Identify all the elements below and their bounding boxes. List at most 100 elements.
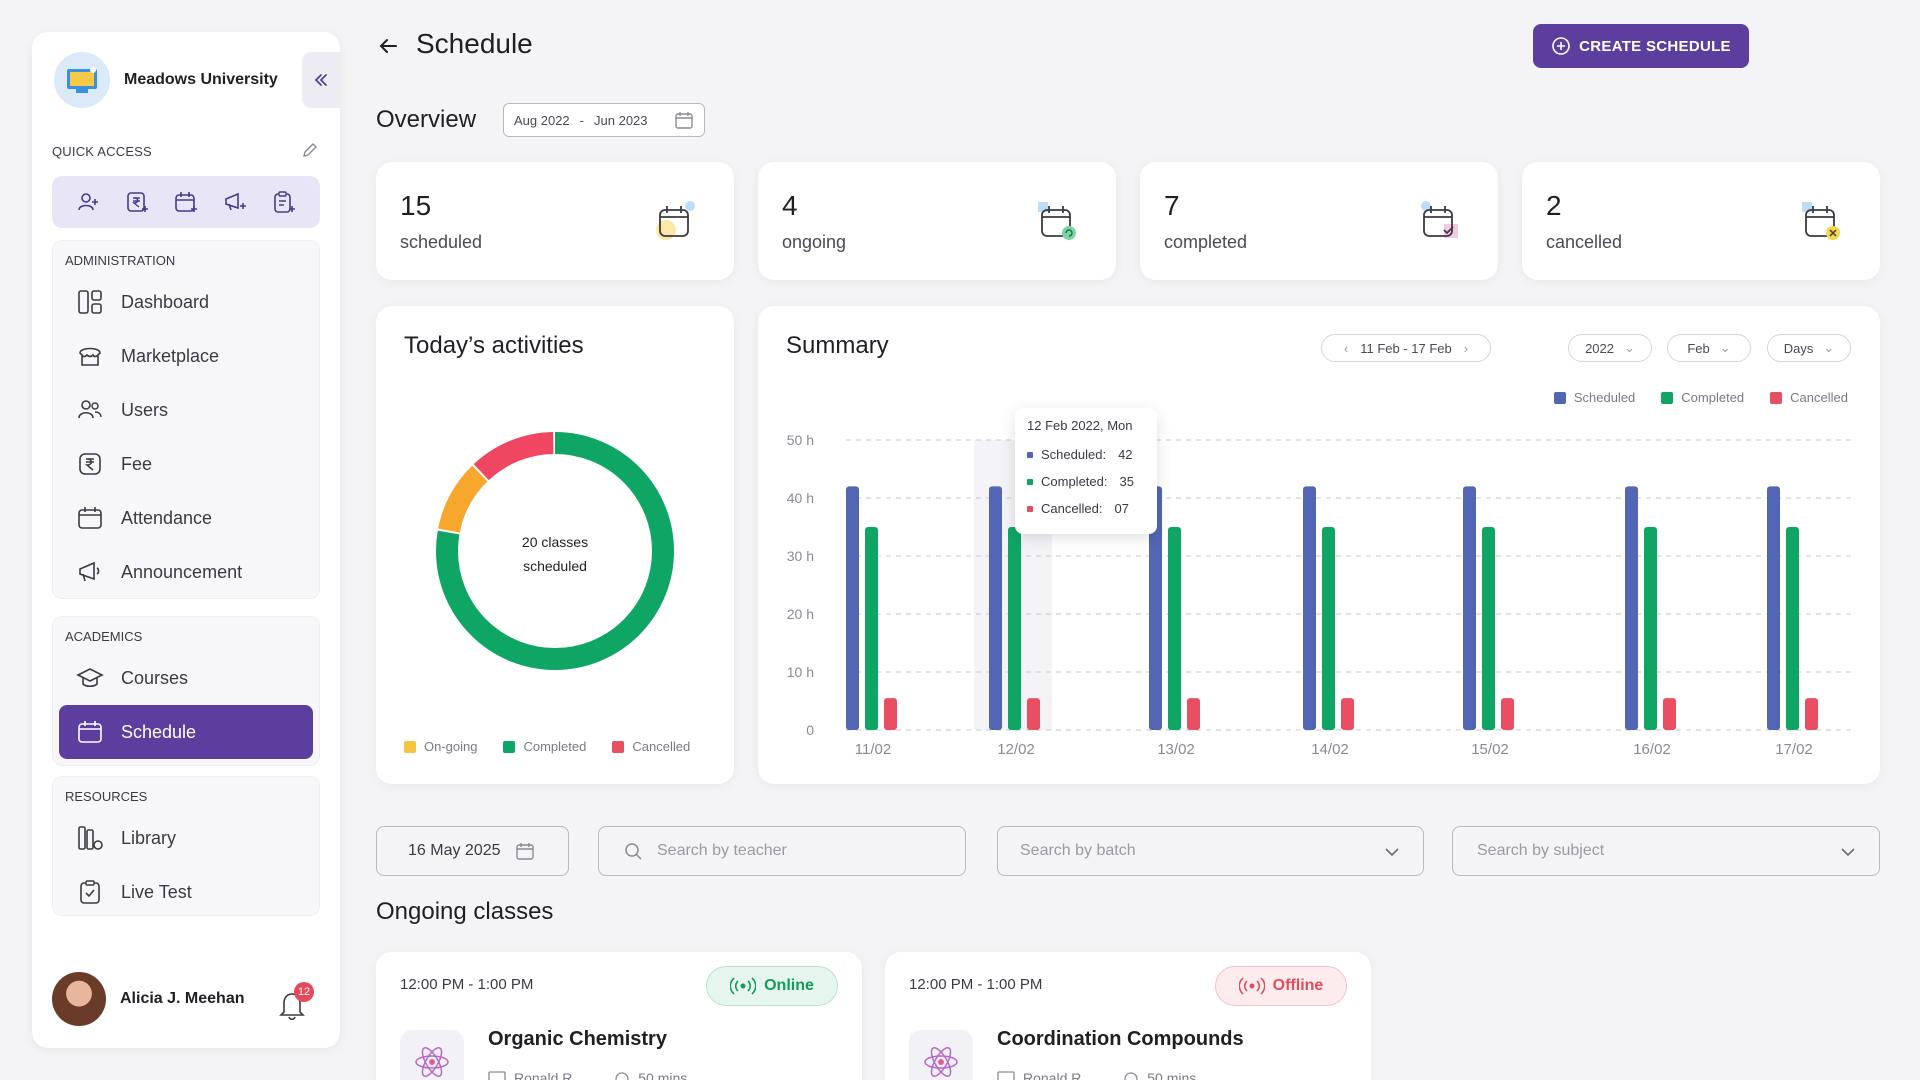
x-tick-label: 16/02 (1633, 741, 1671, 758)
calendar-add-icon[interactable] (173, 189, 199, 215)
collapse-sidebar-button[interactable] (302, 52, 340, 108)
chevron-left-icon[interactable]: ‹ (1343, 340, 1349, 356)
sidebar-item-courses[interactable]: Courses (59, 651, 313, 705)
page-header: Schedule CREATE SCHEDULE (376, 24, 1752, 72)
user-name: Alicia J. Meehan (120, 990, 245, 1007)
tooltip-label: Scheduled: (1041, 447, 1107, 462)
schedule-icon (75, 717, 105, 747)
quick-access-bar (52, 176, 320, 228)
brand[interactable]: Meadows University (54, 52, 278, 108)
bar-scheduled[interactable] (989, 486, 1002, 730)
chevron-down-icon: ⌄ (1823, 340, 1835, 355)
class-meta: Ronald R. 50 mins (488, 1070, 687, 1080)
overview-title: Overview (376, 106, 477, 133)
brand-name: Meadows University (124, 71, 278, 88)
fee-icon[interactable] (124, 189, 150, 215)
activities-legend: On-going Completed Cancelled (404, 739, 690, 754)
view-select[interactable]: Days ⌄ (1767, 334, 1851, 362)
user-profile[interactable]: Alicia J. Meehan 12 (52, 970, 322, 1028)
date-to: Jun 2023 (594, 112, 648, 128)
live-test-icon (75, 877, 105, 907)
sidebar-item-live-test[interactable]: Live Test (59, 865, 313, 919)
activities-donut-chart[interactable] (434, 430, 676, 672)
sidebar-item-attendance[interactable]: Attendance (59, 491, 313, 545)
week-range-selector[interactable]: ‹ 11 Feb - 17 Feb › (1321, 334, 1491, 362)
stat-card-ongoing[interactable]: 4 ongoing (758, 162, 1116, 280)
status-label: Online (764, 977, 814, 994)
y-tick-label: 10 h (787, 664, 814, 680)
sidebar: Meadows University QUICK ACCESS ADMINIST… (32, 32, 340, 1048)
bar-completed[interactable] (865, 527, 878, 730)
chevron-right-icon[interactable]: › (1463, 340, 1469, 356)
bar-scheduled[interactable] (1463, 486, 1476, 730)
y-tick-label: 30 h (787, 548, 814, 564)
class-card[interactable]: 12:00 PM - 1:00 PM Offline Coordination … (885, 952, 1371, 1080)
sidebar-item-dashboard[interactable]: Dashboard (59, 275, 313, 329)
timer-icon (615, 1072, 629, 1080)
bar-cancelled[interactable] (884, 698, 897, 730)
bar-scheduled[interactable] (1767, 486, 1780, 730)
atom-icon (909, 1030, 973, 1080)
bar-completed[interactable] (1322, 527, 1335, 730)
notification-button[interactable]: 12 (278, 982, 314, 1021)
legend-label: Cancelled (1790, 390, 1848, 405)
bar-completed[interactable] (1482, 527, 1495, 730)
class-time: 12:00 PM - 1:00 PM (400, 976, 534, 993)
bar-cancelled[interactable] (1027, 698, 1040, 730)
class-card[interactable]: 12:00 PM - 1:00 PM Online Organic Chemis… (376, 952, 862, 1080)
stat-card-cancelled[interactable]: 2 cancelled (1522, 162, 1880, 280)
sidebar-item-announcement[interactable]: Announcement (59, 545, 313, 599)
stat-label: completed (1164, 232, 1248, 252)
bar-completed[interactable] (1786, 527, 1799, 730)
nav-group-title: ADMINISTRATION (65, 253, 176, 268)
teacher-icon (997, 1071, 1015, 1080)
bar-scheduled[interactable] (1303, 486, 1316, 730)
notification-badge: 12 (294, 982, 314, 1002)
class-time: 12:00 PM - 1:00 PM (909, 976, 1043, 993)
donut-segment-completed[interactable] (436, 432, 674, 670)
tooltip-row-completed: Completed: 35 (1027, 468, 1145, 495)
stat-card-completed[interactable]: 7 completed (1140, 162, 1498, 280)
sidebar-item-label: Library (121, 827, 177, 848)
date-range-picker[interactable]: Aug 2022 - Jun 2023 (503, 103, 705, 137)
bar-cancelled[interactable] (1501, 698, 1514, 730)
date-picker[interactable]: 16 May 2025 (376, 826, 569, 876)
bar-scheduled[interactable] (846, 486, 859, 730)
clipboard-add-icon[interactable] (271, 189, 297, 215)
bar-cancelled[interactable] (1187, 698, 1200, 730)
bar-scheduled[interactable] (1149, 486, 1162, 730)
add-user-icon[interactable] (75, 189, 101, 215)
bar-scheduled[interactable] (1625, 486, 1638, 730)
sidebar-item-users[interactable]: Users (59, 383, 313, 437)
date-from: Aug 2022 (514, 112, 570, 128)
stat-card-scheduled[interactable]: 15 scheduled (376, 162, 734, 280)
double-chevron-left-icon (314, 74, 327, 86)
announcement-add-icon[interactable] (222, 189, 248, 215)
tooltip-row-cancelled: Cancelled: 07 (1027, 495, 1145, 522)
sidebar-item-fee[interactable]: Fee (59, 437, 313, 491)
bar-cancelled[interactable] (1663, 698, 1676, 730)
month-select[interactable]: Feb ⌄ (1667, 334, 1751, 362)
bar-cancelled[interactable] (1805, 698, 1818, 730)
bar-completed[interactable] (1644, 527, 1657, 730)
teacher-name: Ronald R. (514, 1070, 577, 1080)
bar-completed[interactable] (1168, 527, 1181, 730)
subject-select[interactable]: Search by subject (1452, 826, 1880, 876)
users-icon (75, 395, 105, 425)
search-teacher-input[interactable]: Search by teacher (598, 826, 966, 876)
calendar-ongoing-icon (1036, 200, 1078, 247)
edit-icon[interactable] (300, 140, 320, 165)
bar-completed[interactable] (1008, 527, 1021, 730)
tooltip-label: Completed: (1041, 474, 1108, 489)
legend-label: Scheduled (1573, 390, 1636, 405)
class-teacher: Ronald R. (997, 1070, 1085, 1080)
sidebar-item-library[interactable]: Library (59, 811, 313, 865)
year-select[interactable]: 2022 ⌄ (1568, 334, 1652, 362)
batch-select[interactable]: Search by batch (997, 826, 1424, 876)
sidebar-item-marketplace[interactable]: Marketplace (59, 329, 313, 383)
create-schedule-button[interactable]: CREATE SCHEDULE (1533, 24, 1749, 68)
back-arrow-icon[interactable] (376, 34, 400, 63)
sidebar-item-schedule[interactable]: Schedule (59, 705, 313, 759)
avatar[interactable] (52, 972, 106, 1026)
bar-cancelled[interactable] (1341, 698, 1354, 730)
